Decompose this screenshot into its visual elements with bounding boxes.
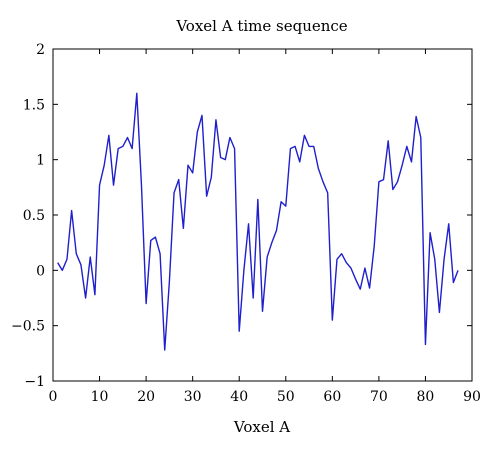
x-tick-label: 60 [323, 389, 341, 405]
y-tick-label: 1.5 [23, 97, 45, 113]
x-axis: 0 10 20 30 40 50 60 70 80 90 [49, 49, 481, 405]
x-tick-label: 10 [91, 389, 109, 405]
x-tick-label: 90 [463, 389, 481, 405]
x-tick-label: 20 [137, 389, 155, 405]
y-tick-label: −0.5 [11, 319, 45, 335]
chart-title: Voxel A time sequence [175, 17, 347, 35]
y-tick-label: 2 [36, 42, 45, 58]
y-tick-label: 0 [36, 263, 45, 279]
series-layer [57, 92, 459, 351]
x-tick-label: 40 [230, 389, 248, 405]
x-tick-label: 30 [184, 389, 202, 405]
x-axis-title: Voxel A [233, 418, 290, 436]
y-tick-label: 1 [36, 153, 45, 169]
series-line-0 [57, 92, 459, 351]
x-tick-label: 0 [49, 389, 58, 405]
x-tick-label: 70 [370, 389, 388, 405]
x-tick-label: 50 [277, 389, 295, 405]
y-tick-label: 0.5 [23, 208, 45, 224]
y-tick-label: −1 [24, 374, 45, 390]
y-axis: −1 −0.5 0 0.5 1 1.5 2 [11, 42, 472, 390]
x-tick-label: 80 [417, 389, 435, 405]
series-points-0 [58, 93, 458, 350]
plot-area-frame [52, 48, 473, 382]
